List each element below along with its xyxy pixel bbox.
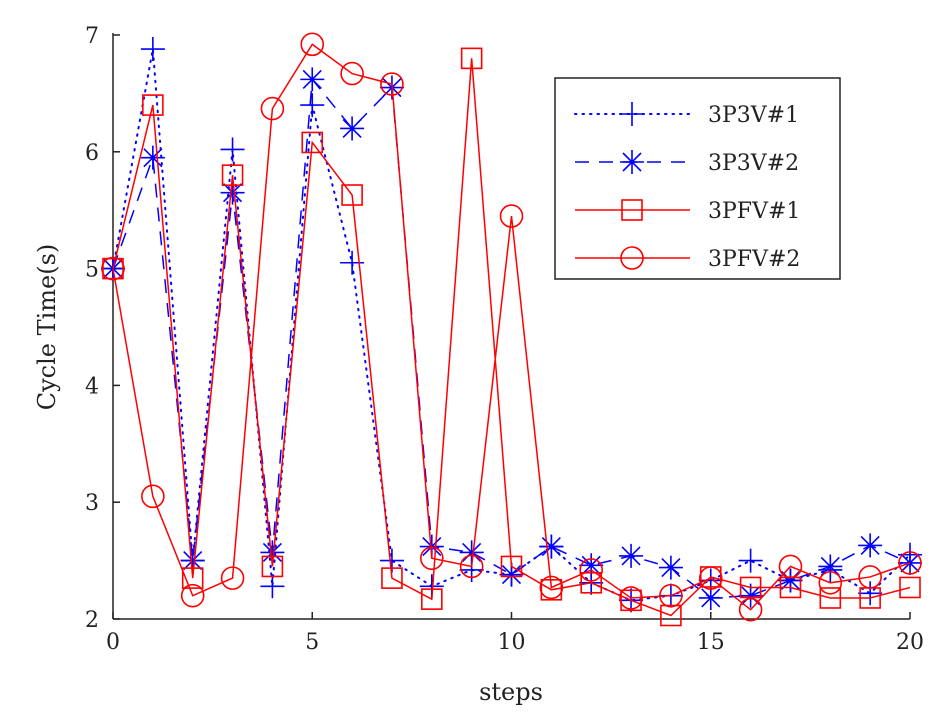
x-tick-label: 5: [305, 630, 319, 655]
y-tick-label: 5: [85, 258, 99, 283]
series-3pfv-1: [102, 47, 921, 627]
legend-label: 3P3V#1: [708, 103, 799, 128]
legend-entry: 3P3V#1: [574, 102, 799, 128]
square-marker: [142, 94, 164, 116]
y-tick-label: 2: [85, 608, 99, 633]
asterisk-marker: [300, 67, 325, 92]
asterisk-marker: [539, 534, 564, 559]
circle-marker: [459, 554, 484, 579]
circle-marker: [180, 583, 205, 608]
series-3pfv-2: [101, 32, 922, 622]
circle-marker: [340, 61, 364, 86]
asterisk-marker: [619, 543, 644, 568]
plot-area: [101, 32, 922, 627]
x-axis-label: steps: [479, 678, 543, 706]
square-marker: [460, 47, 483, 70]
asterisk-marker: [180, 548, 205, 573]
square-marker: [500, 555, 523, 578]
plus-marker: [220, 137, 245, 162]
square-marker: [341, 184, 363, 206]
asterisk-marker: [260, 540, 285, 565]
circle-marker: [141, 484, 165, 509]
square-marker: [221, 164, 244, 186]
axes: 0 5 10 15 20 2 3 4 5 6 7: [85, 24, 924, 655]
circle-marker: [778, 554, 803, 579]
x-tick-label: 15: [697, 630, 725, 655]
square-marker: [660, 604, 682, 627]
square-marker: [381, 567, 403, 589]
square-marker: [819, 587, 842, 609]
plus-marker: [260, 574, 285, 599]
circle-marker: [579, 558, 604, 582]
y-tick-label: 7: [85, 24, 99, 49]
asterisk-marker: [620, 150, 644, 174]
square-marker: [181, 567, 204, 589]
plus-marker: [738, 548, 763, 573]
circle-marker: [300, 32, 325, 57]
asterisk-marker: [579, 553, 604, 578]
square-marker: [739, 576, 762, 599]
square-marker: [420, 588, 443, 610]
y-tick-label: 4: [85, 374, 99, 399]
y-axis-label: Cycle Time(s): [33, 244, 61, 411]
circle-marker: [260, 96, 285, 121]
legend-box: [554, 77, 841, 280]
plus-marker: [858, 581, 883, 606]
x-tick-label: 20: [896, 630, 924, 655]
asterisk-marker: [658, 555, 683, 580]
asterisk-marker: [778, 568, 803, 593]
square-marker: [621, 199, 643, 221]
x-tick-label: 10: [498, 630, 526, 655]
plus-marker: [620, 102, 644, 126]
circle-marker: [738, 597, 763, 622]
square-marker: [899, 576, 921, 599]
circle-marker: [499, 204, 524, 228]
square-marker: [580, 571, 603, 594]
asterisk-marker: [459, 540, 484, 565]
series-line: [112, 43, 911, 611]
legend-label: 3PFV#2: [708, 247, 800, 272]
plus-marker: [379, 548, 404, 573]
circle-marker: [818, 570, 843, 595]
circle-marker: [380, 72, 404, 96]
circle-marker: [858, 565, 882, 589]
square-marker: [102, 257, 124, 280]
legend-label: 3P3V#2: [708, 151, 799, 176]
square-marker: [301, 131, 324, 154]
circle-marker: [539, 575, 564, 600]
asterisk-marker: [140, 145, 165, 170]
asterisk-marker: [738, 583, 763, 608]
circle-marker: [619, 586, 643, 610]
asterisk-marker: [220, 180, 245, 205]
y-tick-label: 3: [85, 491, 99, 516]
plus-marker: [300, 93, 325, 118]
circle-marker: [620, 246, 644, 270]
circle-marker: [101, 256, 125, 281]
asterisk-marker: [858, 533, 883, 558]
asterisk-marker: [818, 554, 843, 579]
circle-marker: [220, 566, 245, 590]
series-line: [112, 58, 911, 617]
x-tick-label: 0: [106, 630, 120, 655]
y-tick-label: 6: [85, 141, 99, 166]
circle-marker: [659, 583, 683, 608]
legend: 3P3V#1 3P3V#2 3PFV#1 3PFV#2: [554, 77, 841, 280]
legend-entry: 3PFV#1: [575, 199, 800, 224]
plus-marker: [140, 37, 165, 62]
legend-label: 3PFV#1: [708, 199, 800, 224]
legend-entry: 3PFV#2: [575, 246, 800, 272]
plus-marker: [340, 250, 365, 275]
circle-marker: [419, 546, 444, 571]
square-marker: [261, 555, 284, 578]
legend-entry: 3P3V#2: [575, 150, 799, 176]
asterisk-marker: [340, 116, 365, 141]
circle-marker: [898, 551, 922, 575]
asterisk-marker: [698, 585, 723, 610]
circle-marker: [698, 566, 723, 590]
asterisk-marker: [499, 562, 524, 587]
